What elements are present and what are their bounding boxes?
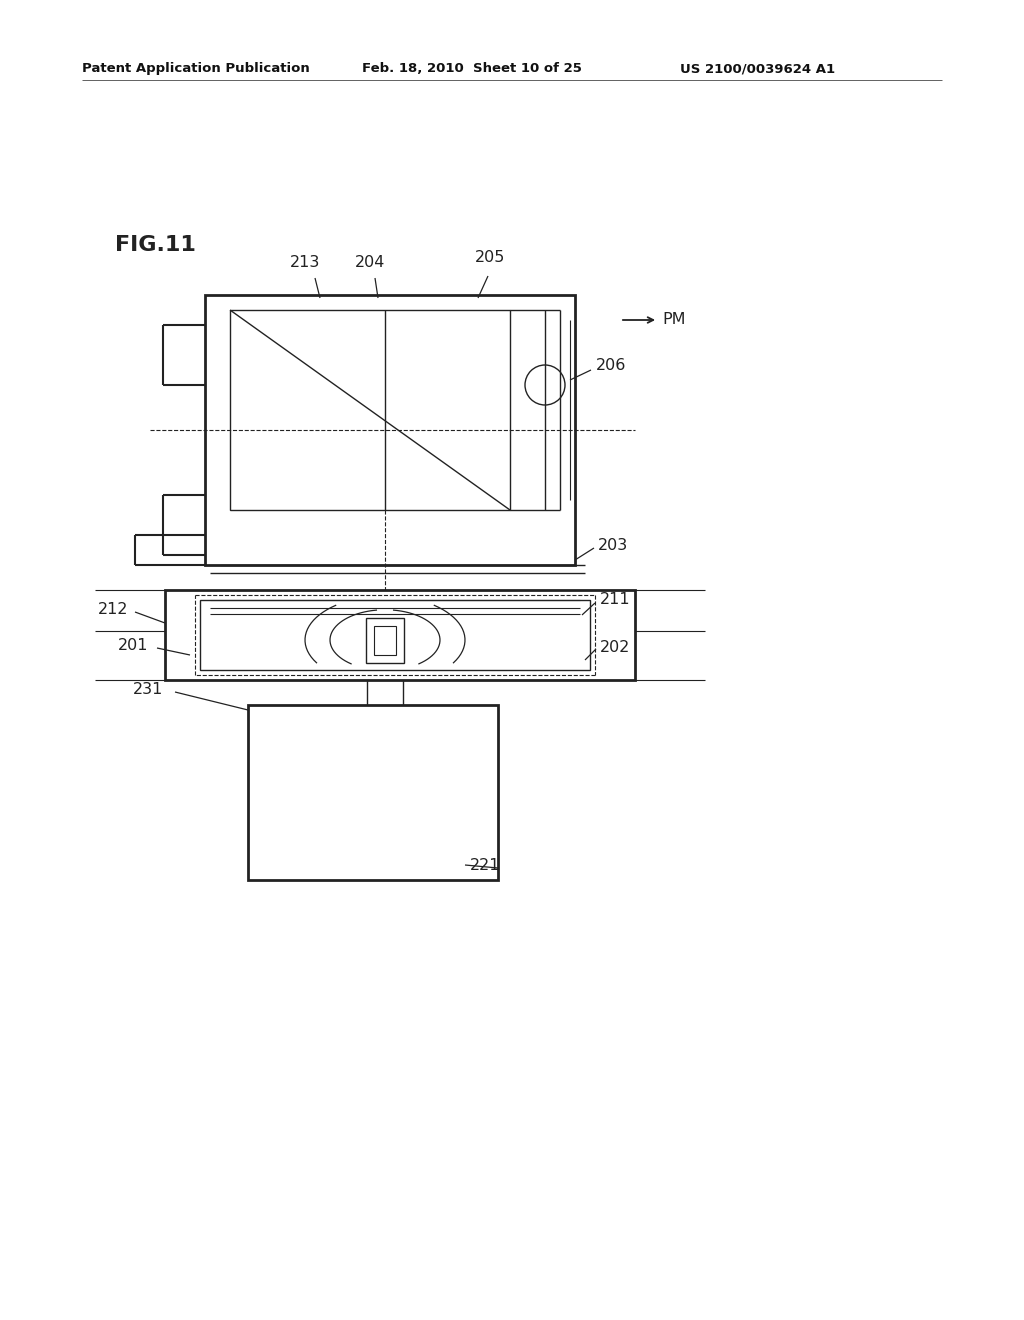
Text: PM: PM	[662, 313, 685, 327]
Bar	[165, 590, 635, 680]
Text: Patent Application Publication: Patent Application Publication	[82, 62, 309, 75]
Text: 204: 204	[354, 255, 385, 271]
Text: Feb. 18, 2010  Sheet 10 of 25: Feb. 18, 2010 Sheet 10 of 25	[362, 62, 582, 75]
Text: 203: 203	[598, 537, 629, 553]
Text: US 2100/0039624 A1: US 2100/0039624 A1	[680, 62, 836, 75]
Text: FIG.11: FIG.11	[115, 235, 196, 255]
Bar	[374, 626, 396, 655]
Bar	[248, 705, 498, 880]
Bar	[200, 601, 590, 671]
Text: 201: 201	[118, 638, 148, 652]
Text: 231: 231	[133, 682, 163, 697]
Text: 202: 202	[600, 640, 631, 656]
Text: 212: 212	[97, 602, 128, 618]
Text: 211: 211	[600, 593, 631, 607]
Text: 205: 205	[475, 249, 505, 265]
Text: 221: 221	[470, 858, 501, 873]
Text: 206: 206	[596, 358, 627, 372]
Bar	[205, 294, 575, 565]
Text: 213: 213	[290, 255, 321, 271]
Bar	[366, 618, 404, 663]
Bar	[230, 310, 510, 510]
